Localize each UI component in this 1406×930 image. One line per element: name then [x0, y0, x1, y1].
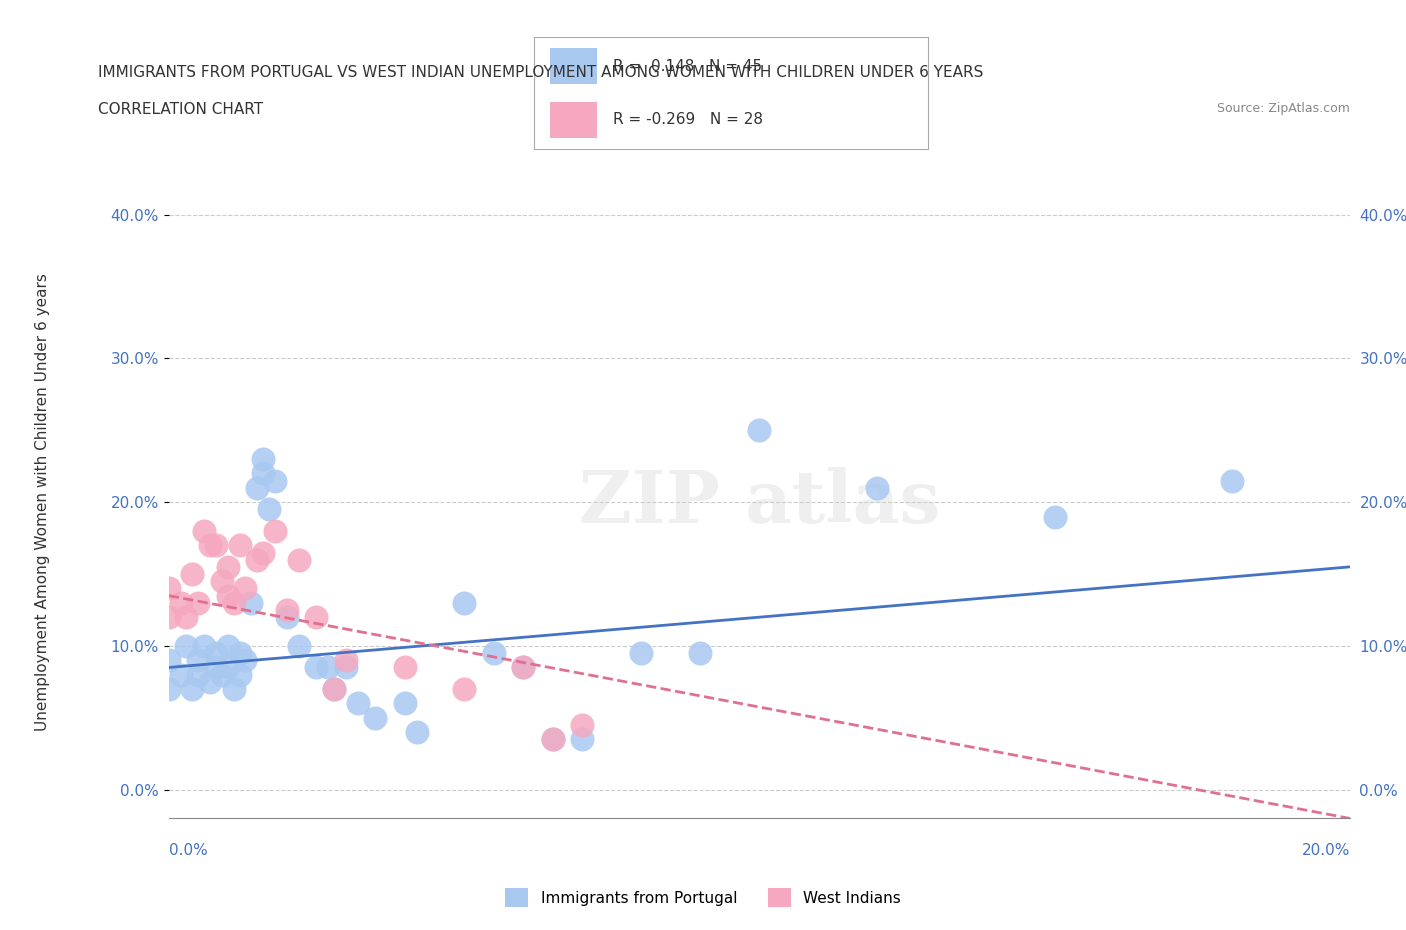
Point: [364, 711, 387, 725]
Point: [228, 538, 250, 552]
Text: IMMIGRANTS FROM PORTUGAL VS WEST INDIAN UNEMPLOYMENT AMONG WOMEN WITH CHILDREN U: IMMIGRANTS FROM PORTUGAL VS WEST INDIAN …: [98, 65, 984, 80]
Text: 20.0%: 20.0%: [1302, 844, 1350, 858]
Point: [211, 667, 233, 682]
Point: [335, 653, 357, 668]
Point: [246, 481, 269, 496]
Point: [748, 423, 770, 438]
Point: [305, 660, 328, 675]
Point: [222, 595, 245, 610]
Point: [453, 682, 475, 697]
Point: [252, 452, 274, 467]
Point: [1043, 509, 1066, 524]
Text: ZIP atlas: ZIP atlas: [579, 467, 939, 538]
Point: [217, 588, 239, 603]
Legend: Immigrants from Portugal, West Indians: Immigrants from Portugal, West Indians: [499, 883, 907, 913]
Point: [405, 724, 427, 739]
Text: CORRELATION CHART: CORRELATION CHART: [98, 102, 263, 117]
Point: [222, 682, 245, 697]
Point: [257, 502, 280, 517]
Point: [335, 660, 357, 675]
Point: [235, 581, 257, 596]
Point: [394, 660, 416, 675]
Point: [217, 639, 239, 654]
Point: [205, 538, 228, 552]
Point: [228, 645, 250, 660]
Point: [571, 718, 593, 733]
Point: [157, 610, 180, 625]
Point: [193, 524, 215, 538]
Point: [252, 545, 274, 560]
Point: [176, 610, 198, 625]
Point: [512, 660, 534, 675]
Point: [541, 732, 564, 747]
Text: R = -0.269   N = 28: R = -0.269 N = 28: [613, 113, 763, 127]
Point: [169, 595, 191, 610]
Point: [323, 682, 346, 697]
Point: [346, 696, 368, 711]
Point: [187, 667, 209, 682]
Point: [205, 645, 228, 660]
Point: [157, 653, 180, 668]
Point: [512, 660, 534, 675]
Text: 0.0%: 0.0%: [169, 844, 208, 858]
Point: [305, 610, 328, 625]
Point: [1220, 473, 1243, 488]
Point: [176, 639, 198, 654]
Bar: [550, 48, 598, 84]
Point: [394, 696, 416, 711]
Point: [541, 732, 564, 747]
Point: [198, 538, 221, 552]
Point: [181, 566, 204, 581]
Point: [217, 560, 239, 575]
Text: Unemployment Among Women with Children Under 6 years: Unemployment Among Women with Children U…: [35, 273, 49, 731]
Point: [157, 581, 180, 596]
Point: [866, 481, 889, 496]
Point: [252, 466, 274, 481]
Text: R =  0.148   N = 45: R = 0.148 N = 45: [613, 59, 762, 73]
Point: [205, 660, 228, 675]
Point: [453, 595, 475, 610]
Point: [316, 660, 339, 675]
Point: [630, 645, 652, 660]
Point: [187, 595, 209, 610]
Point: [240, 595, 263, 610]
Point: [235, 653, 257, 668]
Point: [211, 574, 233, 589]
Point: [482, 645, 505, 660]
Point: [287, 552, 309, 567]
Point: [264, 524, 287, 538]
Point: [246, 552, 269, 567]
Point: [276, 603, 298, 618]
Bar: [550, 102, 598, 138]
Point: [276, 610, 298, 625]
Point: [198, 674, 221, 689]
Point: [157, 682, 180, 697]
Point: [169, 667, 191, 682]
Point: [264, 473, 287, 488]
Point: [217, 660, 239, 675]
Point: [187, 653, 209, 668]
Text: Source: ZipAtlas.com: Source: ZipAtlas.com: [1216, 102, 1350, 115]
Point: [228, 667, 250, 682]
Point: [193, 639, 215, 654]
Point: [287, 639, 309, 654]
Point: [689, 645, 711, 660]
Point: [181, 682, 204, 697]
Point: [571, 732, 593, 747]
Point: [323, 682, 346, 697]
